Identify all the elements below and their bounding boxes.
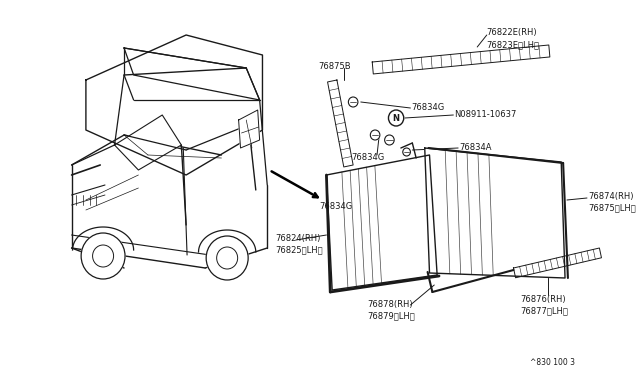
Text: 76875〈LH〉: 76875〈LH〉: [588, 203, 636, 212]
Circle shape: [206, 236, 248, 280]
Text: 76876(RH): 76876(RH): [520, 295, 566, 304]
Polygon shape: [326, 155, 437, 290]
Text: 76822E(RH): 76822E(RH): [487, 28, 538, 37]
Polygon shape: [372, 45, 550, 74]
Text: 76875B: 76875B: [318, 62, 351, 71]
Polygon shape: [124, 48, 260, 100]
Circle shape: [348, 97, 358, 107]
Polygon shape: [425, 148, 565, 278]
Circle shape: [388, 110, 404, 126]
Text: 76824(RH): 76824(RH): [275, 234, 320, 243]
Text: 76834A: 76834A: [459, 143, 492, 152]
Text: 76825〈LH〉: 76825〈LH〉: [275, 245, 323, 254]
Text: 76878(RH): 76878(RH): [367, 300, 413, 309]
Polygon shape: [513, 248, 602, 278]
Text: 76877〈LH〉: 76877〈LH〉: [520, 306, 568, 315]
Text: 76834G: 76834G: [320, 202, 353, 211]
Circle shape: [81, 233, 125, 279]
Polygon shape: [115, 115, 181, 170]
Text: ^830 100 3: ^830 100 3: [530, 358, 575, 367]
Text: 76879〈LH〉: 76879〈LH〉: [367, 311, 415, 320]
Text: 76834G: 76834G: [412, 103, 445, 112]
Text: 76823E〈LH〉: 76823E〈LH〉: [487, 40, 540, 49]
Text: N: N: [392, 113, 399, 122]
Text: 76874(RH): 76874(RH): [588, 192, 634, 201]
Polygon shape: [239, 110, 260, 148]
Text: 76834G: 76834G: [351, 153, 385, 162]
Polygon shape: [328, 80, 353, 167]
Text: N08911-10637: N08911-10637: [454, 110, 516, 119]
Circle shape: [371, 130, 380, 140]
Circle shape: [403, 148, 410, 156]
Circle shape: [385, 135, 394, 145]
